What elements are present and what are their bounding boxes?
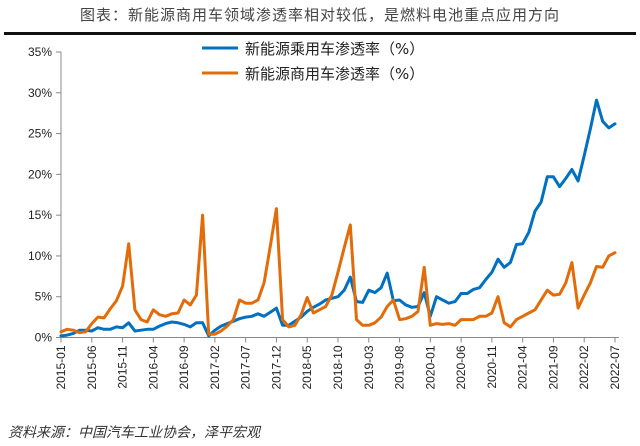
- y-tick-label: 5%: [35, 290, 53, 304]
- x-tick-label: 2016-09: [177, 345, 191, 389]
- x-tick-label: 2017-12: [269, 345, 283, 389]
- x-tick-label: 2017-07: [239, 345, 253, 389]
- title-rule: [4, 32, 636, 35]
- x-tick-label: 2019-08: [393, 345, 407, 389]
- figure-title: 图表：新能源商用车领域渗透率相对较低，是燃料电池重点应用方向: [79, 6, 560, 24]
- series-line-commercial: [59, 207, 617, 336]
- legend-label-passenger: 新能源乘用车渗透率（%）: [245, 40, 424, 58]
- y-tick-label: 25%: [28, 127, 52, 141]
- x-tick-label: 2018-05: [300, 345, 314, 389]
- source-note: 资料来源：中国汽车工业协会，泽平宏观: [8, 425, 260, 441]
- x-tick-label: 2021-09: [546, 345, 560, 389]
- x-tick-label: 2020-06: [454, 345, 468, 389]
- y-tick-label: 20%: [28, 167, 52, 181]
- y-tick-label: 35%: [28, 45, 52, 59]
- x-tick-label: 2020-01: [423, 345, 437, 389]
- x-tick-label: 2015-01: [54, 345, 68, 389]
- x-tick-label: 2020-11: [485, 345, 499, 388]
- x-tick-label: 2015-06: [85, 345, 99, 389]
- x-tick-label: 2021-04: [516, 345, 530, 389]
- x-tick-label: 2019-03: [362, 345, 376, 389]
- x-tick-label: 2022-07: [608, 345, 622, 389]
- x-tick-label: 2017-02: [208, 345, 222, 389]
- y-tick-label: 0%: [35, 331, 53, 345]
- series-line-passenger: [59, 98, 617, 338]
- legend-label-commercial: 新能源商用车渗透率（%）: [245, 65, 424, 83]
- x-tick-label: 2015-11: [116, 345, 130, 388]
- legend: 新能源乘用车渗透率（%） 新能源商用车渗透率（%）: [202, 40, 424, 83]
- x-tick-label: 2022-02: [577, 345, 591, 389]
- y-tick-label: 10%: [28, 249, 52, 263]
- x-tick-label: 2016-04: [146, 345, 160, 389]
- x-tick-label: 2018-10: [331, 345, 345, 389]
- y-tick-label: 30%: [28, 86, 52, 100]
- y-tick-label: 15%: [28, 208, 52, 222]
